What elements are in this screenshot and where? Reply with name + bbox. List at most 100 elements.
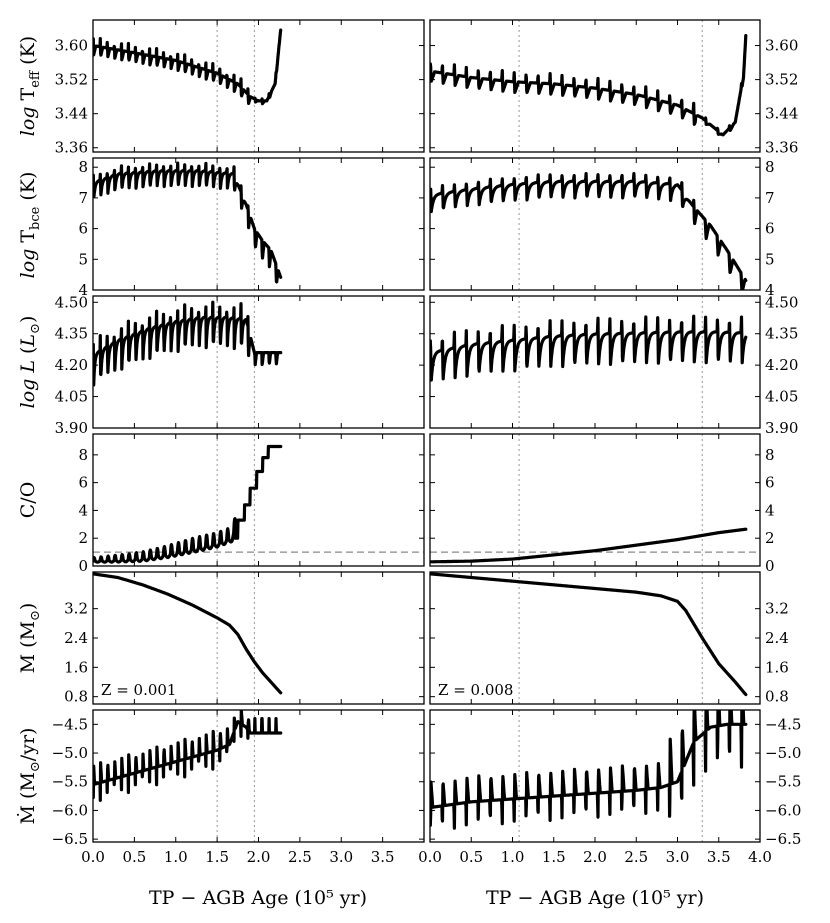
ytick-label-mass-left: 1.6 [64,658,88,676]
ytick-label-teff-right: 3.52 [765,71,798,89]
ytick-label-lum-left: 4.05 [55,388,88,406]
ytick-label-tbce-right: 8 [765,158,775,176]
xtick-label-right: 3.0 [666,848,690,866]
panel-mdot-left: −6.5 −6.0 −5.5 −5.0 −4.5 0.0 0.5 1.0 1.5 2.0 2.5 3.… [52,709,425,866]
ytick-label-mdot-left: −4.5 [52,715,88,733]
ytick-label-mass-right: 3.2 [765,600,789,618]
ytick-label-teff-right: 3.44 [765,105,798,123]
series-teff-right [430,33,748,137]
panel-co-left: 0 2 4 6 8 [78,433,425,575]
series-mass-right [430,572,748,697]
ytick-label-teff-right: 3.36 [765,139,798,157]
xtick-label-right: 1.5 [542,848,566,866]
panel-mass-right: 0.8 1.6 2.4 3.2 Z = 0.008 [429,571,789,706]
ytick-label-lum-left: 4.20 [55,356,88,374]
ytick-label-tbce-right: 5 [765,250,775,268]
series-mdot-right [430,710,748,830]
ytick-label-mdot-left: −6.5 [52,830,88,848]
ytick-label-co-left: 4 [78,501,88,519]
frame-lum-left [92,295,425,429]
ytick-label-mdot-right: −5.5 [765,773,801,791]
ylabel-co: C/O [17,482,39,519]
xtick-label-right: 4.0 [748,848,772,866]
ytick-label-teff-left: 3.52 [55,71,88,89]
ytick-label-teff-left: 3.60 [55,37,88,55]
xtick-label-left: 3.0 [329,848,353,866]
series-lum-right [430,314,748,382]
panel-co-right: 0 2 4 6 8 [429,433,775,575]
ytick-label-co-left: 8 [78,446,88,464]
ytick-label-teff-right: 3.60 [765,37,798,55]
ytick-label-co-left: 2 [78,529,88,547]
ytick-label-mdot-left: −5.5 [52,773,88,791]
panel-teff-left: 3.36 3.44 3.52 3.60 [55,19,425,157]
ytick-label-lum-right: 4.50 [765,293,798,311]
ytick-label-lum-right: 4.35 [765,325,798,343]
ytick-label-mdot-right: −6.0 [765,801,801,819]
ytick-label-lum-right: 4.20 [765,356,798,374]
y-axis-labels: log Teff (K) log Tbce (K) log L (L⊙) C/O… [16,36,43,825]
ytick-label-tbce-right: 6 [765,220,775,238]
panel-teff-right: 3.36 3.44 3.52 3.60 [429,19,798,157]
ytick-label-tbce-right: 7 [765,189,775,207]
ytick-label-lum-left: 3.90 [55,419,88,437]
ytick-label-tbce-left: 6 [78,220,88,238]
series-mass-left [93,572,283,695]
xtick-label-right: 3.5 [707,848,731,866]
ytick-label-tbce-left: 7 [78,189,88,207]
ytick-label-mdot-right: −4.5 [765,715,801,733]
ylabel-mass: M (M⊙) [17,603,43,674]
ytick-label-mdot-right: −5.0 [765,744,801,762]
series-co-right [430,527,748,564]
panel-lum-right: 3.90 4.05 4.20 4.35 4.50 [429,293,798,437]
series-teff-left [93,28,283,106]
panel-tbce-left: 4 5 6 7 8 [78,157,425,299]
ytick-label-co-left: 0 [78,557,88,575]
ytick-label-lum-left: 4.50 [55,293,88,311]
ytick-label-tbce-left: 4 [78,281,88,299]
ytick-label-teff-left: 3.36 [55,139,88,157]
ytick-label-co-right: 2 [765,529,775,547]
series-co-left [93,444,283,564]
xtick-label-right: 2.0 [583,848,607,866]
frame-co-left [92,433,425,567]
ytick-label-mdot-right: −6.5 [765,830,801,848]
annotation-left: Z = 0.001 [101,681,176,699]
ytick-label-mass-right: 1.6 [765,658,789,676]
x-axis-label-left: TP − AGB Age (10⁵ yr) [149,887,367,909]
xtick-label-left: 3.5 [371,848,395,866]
ytick-label-co-right: 4 [765,501,775,519]
frame-co-right [429,433,761,567]
ytick-label-co-left: 6 [78,474,88,492]
panel-mass-left: 0.8 1.6 2.4 3.2 Z = 0.001 [64,571,425,706]
ytick-label-lum-right: 3.90 [765,419,798,437]
ytick-label-mdot-left: −6.0 [52,801,88,819]
xtick-label-left: 1.0 [164,848,188,866]
series-mdot-left [93,710,283,802]
frame-teff-left [92,19,425,153]
xtick-label-right: 0.5 [459,848,483,866]
panel-lum-left: 3.90 4.05 4.20 4.35 4.50 [55,293,425,437]
ytick-label-co-right: 6 [765,474,775,492]
ylabel-lum: log L (L⊙) [17,316,43,409]
xtick-label-left: 1.5 [205,848,229,866]
ytick-label-mass-right: 2.4 [765,629,789,647]
xtick-label-right: 2.5 [624,848,648,866]
ytick-label-lum-right: 4.05 [765,388,798,406]
ytick-label-co-right: 8 [765,446,775,464]
ylabel-teff: log Teff (K) [17,36,43,136]
ytick-label-teff-left: 3.44 [55,105,88,123]
series-tbce-right [430,172,748,290]
ytick-label-co-right: 0 [765,557,775,575]
ytick-label-mass-left: 2.4 [64,629,88,647]
series-tbce-left [93,161,283,284]
panels: 3.363.443.523.603.363.443.523.6045678456… [52,19,801,866]
xtick-label-right: 0.0 [418,848,442,866]
ytick-label-mass-left: 0.8 [64,688,88,706]
ytick-label-mass-right: 0.8 [765,688,789,706]
ytick-label-tbce-left: 5 [78,250,88,268]
xtick-label-right: 1.0 [501,848,525,866]
ylabel-tbce: log Tbce (K) [17,172,43,279]
panel-mdot-right: −6.5 −6.0 −5.5 −5.0 −4.5 0.0 0.5 1.0 1.5 2.0 2.5 3.… [418,709,801,866]
